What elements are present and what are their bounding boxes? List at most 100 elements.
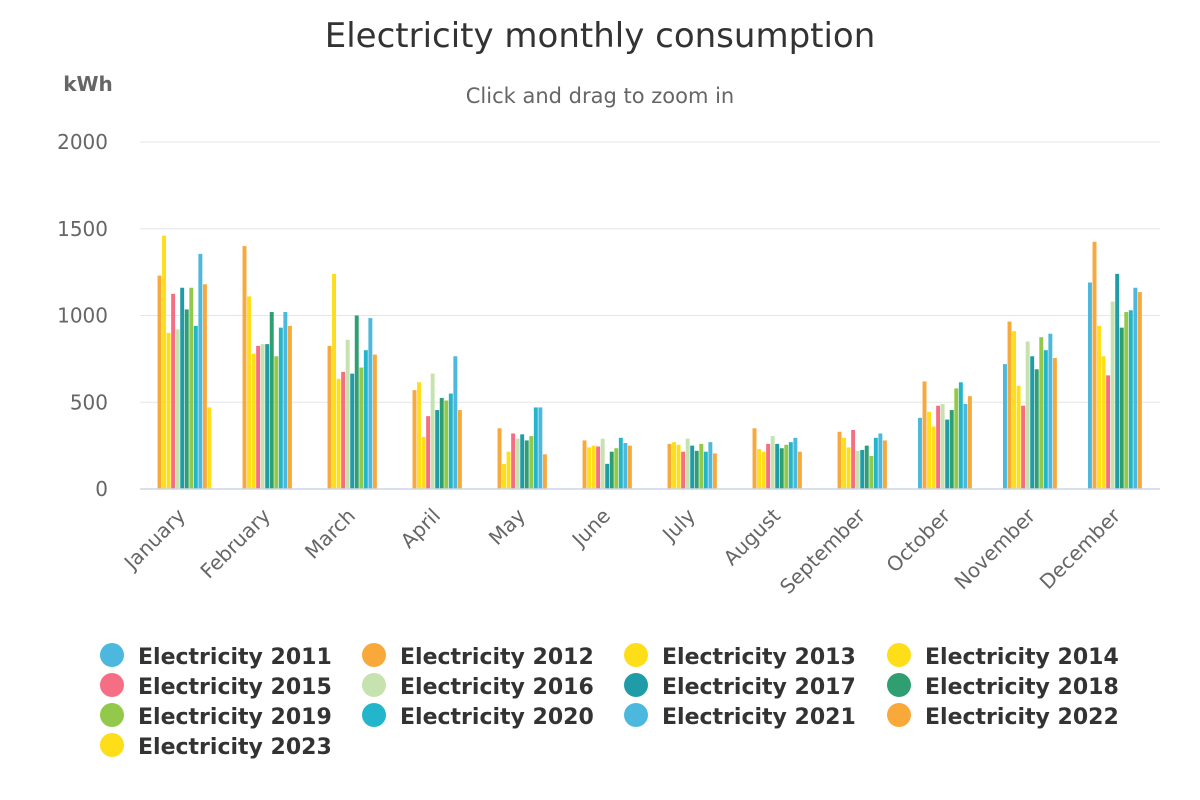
bar-november-electricity-2017[interactable] bbox=[1030, 356, 1035, 489]
bar-december-electricity-2020[interactable] bbox=[1128, 310, 1133, 489]
bar-march-electricity-2014[interactable] bbox=[336, 378, 341, 489]
bar-june-electricity-2017[interactable] bbox=[605, 463, 610, 489]
bar-july-electricity-2017[interactable] bbox=[690, 445, 695, 490]
bar-february-electricity-2020[interactable] bbox=[278, 327, 283, 489]
bar-august-electricity-2021[interactable] bbox=[793, 437, 798, 489]
bar-october-electricity-2021[interactable] bbox=[963, 403, 968, 489]
bar-december-electricity-2014[interactable] bbox=[1101, 356, 1106, 489]
bar-july-electricity-2019[interactable] bbox=[699, 443, 704, 489]
bar-march-electricity-2017[interactable] bbox=[350, 373, 355, 489]
bar-june-electricity-2020[interactable] bbox=[618, 437, 623, 489]
bar-december-electricity-2017[interactable] bbox=[1115, 273, 1120, 489]
bar-november-electricity-2011[interactable] bbox=[1003, 364, 1007, 489]
bar-september-electricity-2022[interactable] bbox=[882, 440, 887, 489]
bar-may-electricity-2020[interactable] bbox=[533, 407, 538, 489]
bar-january-electricity-2014[interactable] bbox=[166, 332, 171, 489]
bar-november-electricity-2015[interactable] bbox=[1021, 405, 1026, 489]
bar-april-electricity-2022[interactable] bbox=[457, 410, 462, 489]
bar-july-electricity-2016[interactable] bbox=[685, 438, 690, 489]
bar-july-electricity-2018[interactable] bbox=[694, 450, 699, 489]
bar-november-electricity-2021[interactable] bbox=[1048, 333, 1053, 489]
bar-december-electricity-2016[interactable] bbox=[1110, 301, 1115, 489]
bar-april-electricity-2014[interactable] bbox=[421, 436, 426, 489]
bar-november-electricity-2022[interactable] bbox=[1052, 358, 1057, 489]
bar-march-electricity-2018[interactable] bbox=[354, 315, 359, 490]
bar-august-electricity-2022[interactable] bbox=[797, 451, 802, 489]
bar-january-electricity-2023[interactable] bbox=[207, 407, 212, 489]
bar-june-electricity-2015[interactable] bbox=[596, 446, 601, 489]
bar-january-electricity-2016[interactable] bbox=[175, 329, 180, 489]
bar-may-electricity-2021[interactable] bbox=[538, 407, 543, 489]
bar-october-electricity-2020[interactable] bbox=[958, 382, 963, 489]
bar-april-electricity-2013[interactable] bbox=[417, 382, 422, 489]
bar-december-electricity-2018[interactable] bbox=[1119, 327, 1124, 489]
legend-item[interactable]: Electricity 2011 bbox=[100, 643, 332, 670]
bar-april-electricity-2018[interactable] bbox=[439, 397, 444, 489]
bar-august-electricity-2018[interactable] bbox=[779, 448, 784, 489]
bar-may-electricity-2019[interactable] bbox=[529, 436, 534, 489]
bar-january-electricity-2012[interactable] bbox=[157, 275, 162, 489]
bar-august-electricity-2014[interactable] bbox=[761, 451, 766, 489]
bar-april-electricity-2019[interactable] bbox=[444, 400, 449, 489]
bar-august-electricity-2019[interactable] bbox=[784, 444, 789, 489]
bar-january-electricity-2021[interactable] bbox=[198, 253, 203, 489]
bar-march-electricity-2019[interactable] bbox=[359, 367, 364, 489]
bar-september-electricity-2015[interactable] bbox=[851, 430, 856, 489]
bar-december-electricity-2011[interactable] bbox=[1088, 282, 1092, 489]
bar-july-electricity-2012[interactable] bbox=[667, 443, 672, 489]
bar-january-electricity-2020[interactable] bbox=[193, 325, 198, 489]
bar-september-electricity-2013[interactable] bbox=[842, 437, 847, 489]
bar-june-electricity-2013[interactable] bbox=[587, 447, 592, 489]
bar-august-electricity-2017[interactable] bbox=[775, 443, 780, 489]
bar-october-electricity-2019[interactable] bbox=[954, 388, 959, 489]
bar-february-electricity-2017[interactable] bbox=[265, 344, 270, 489]
bar-november-electricity-2016[interactable] bbox=[1025, 341, 1030, 489]
bar-december-electricity-2019[interactable] bbox=[1124, 312, 1129, 489]
bar-november-electricity-2020[interactable] bbox=[1043, 350, 1048, 489]
legend-item[interactable]: Electricity 2017 bbox=[624, 673, 856, 700]
bar-february-electricity-2018[interactable] bbox=[269, 312, 274, 489]
bar-july-electricity-2015[interactable] bbox=[681, 451, 686, 489]
bar-july-electricity-2020[interactable] bbox=[703, 451, 708, 489]
bar-september-electricity-2020[interactable] bbox=[873, 437, 878, 489]
bar-june-electricity-2012[interactable] bbox=[582, 440, 587, 489]
bar-january-electricity-2022[interactable] bbox=[202, 284, 207, 489]
bar-may-electricity-2014[interactable] bbox=[506, 451, 511, 489]
bar-may-electricity-2018[interactable] bbox=[524, 440, 529, 489]
bar-january-electricity-2013[interactable] bbox=[162, 235, 167, 489]
bar-november-electricity-2014[interactable] bbox=[1016, 385, 1021, 489]
bar-december-electricity-2012[interactable] bbox=[1092, 241, 1097, 489]
bar-january-electricity-2015[interactable] bbox=[171, 293, 176, 489]
legend-item[interactable]: Electricity 2016 bbox=[362, 673, 594, 700]
bar-october-electricity-2015[interactable] bbox=[936, 405, 941, 489]
bar-november-electricity-2018[interactable] bbox=[1034, 369, 1039, 489]
bar-february-electricity-2015[interactable] bbox=[256, 345, 261, 489]
bar-july-electricity-2022[interactable] bbox=[712, 453, 717, 489]
bar-june-electricity-2022[interactable] bbox=[627, 445, 632, 490]
bar-november-electricity-2013[interactable] bbox=[1012, 331, 1017, 489]
bar-february-electricity-2014[interactable] bbox=[251, 353, 256, 489]
bar-may-electricity-2016[interactable] bbox=[515, 438, 520, 489]
bar-april-electricity-2021[interactable] bbox=[453, 356, 458, 489]
bar-december-electricity-2013[interactable] bbox=[1097, 325, 1102, 489]
legend-item[interactable]: Electricity 2021 bbox=[624, 703, 856, 730]
bar-march-electricity-2012[interactable] bbox=[327, 345, 332, 489]
bar-april-electricity-2020[interactable] bbox=[448, 393, 453, 489]
bar-october-electricity-2012[interactable] bbox=[922, 381, 927, 489]
bar-march-electricity-2016[interactable] bbox=[345, 339, 350, 489]
bar-december-electricity-2015[interactable] bbox=[1106, 375, 1111, 489]
bar-march-electricity-2022[interactable] bbox=[372, 354, 377, 489]
legend-item[interactable]: Electricity 2022 bbox=[887, 703, 1119, 730]
bar-april-electricity-2012[interactable] bbox=[412, 390, 417, 489]
bar-february-electricity-2013[interactable] bbox=[247, 296, 252, 489]
legend-item[interactable]: Electricity 2012 bbox=[362, 643, 594, 670]
legend-item[interactable]: Electricity 2023 bbox=[100, 733, 332, 760]
bar-september-electricity-2018[interactable] bbox=[864, 445, 869, 490]
bar-may-electricity-2013[interactable] bbox=[502, 463, 507, 489]
bar-october-electricity-2016[interactable] bbox=[940, 403, 945, 489]
bar-october-electricity-2013[interactable] bbox=[927, 411, 932, 489]
bar-september-electricity-2016[interactable] bbox=[855, 450, 860, 489]
bar-may-electricity-2012[interactable] bbox=[497, 428, 502, 489]
bar-june-electricity-2016[interactable] bbox=[600, 438, 605, 489]
